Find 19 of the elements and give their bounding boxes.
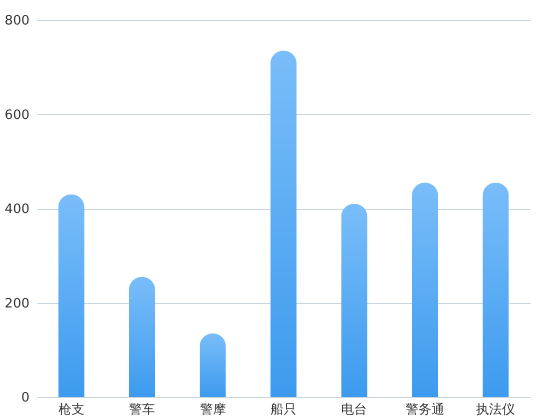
y-tick-label: 600 [4,108,30,123]
x-tick-label: 船只 [270,402,296,418]
x-tick-label: 电台 [341,402,368,418]
bar [270,50,297,397]
x-tick-label: 警摩 [200,402,226,418]
y-tick-label: 200 [4,296,30,312]
x-tick-label: 枪支 [58,402,84,418]
bar [341,204,368,397]
bar [200,333,226,397]
bar [412,182,438,397]
bar [128,276,156,397]
bar [482,182,509,397]
bar [58,194,84,397]
y-tick-label: 0 [21,390,30,406]
x-tick-label: 警务通 [405,402,444,418]
y-tick-label: 400 [4,202,30,217]
x-tick-label: 警车 [129,402,156,418]
x-tick-label: 执法仪 [476,402,516,418]
y-tick-label: 800 [4,14,30,28]
